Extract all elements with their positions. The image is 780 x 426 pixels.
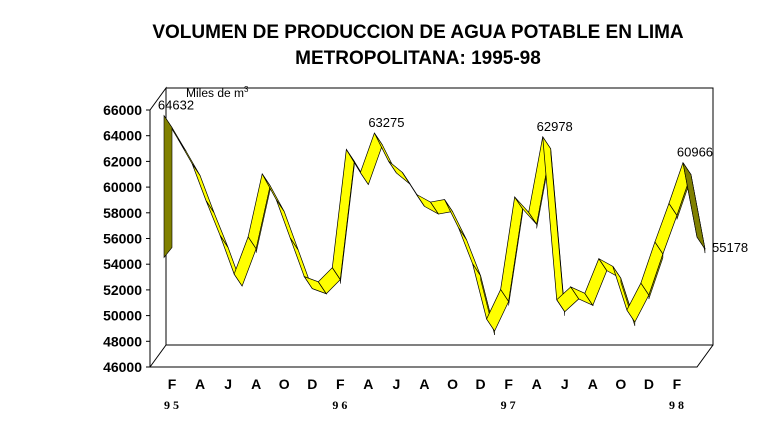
x-tick-label: A bbox=[532, 376, 542, 392]
ribbon-segment bbox=[458, 227, 481, 276]
x-axis-labels: F A J A O D F A J A O D F A J A O D F 95 96 97 98 bbox=[164, 376, 687, 412]
y-axis-unit-superscript: 3 bbox=[244, 85, 249, 94]
x-tick-label: F bbox=[673, 376, 682, 392]
x-tick-label: A bbox=[363, 376, 373, 392]
x-tick-label: A bbox=[588, 376, 598, 392]
x-tick-label: D bbox=[307, 376, 317, 392]
y-tick-label: 46000 bbox=[103, 359, 142, 375]
y-tick-label: 64000 bbox=[103, 128, 142, 144]
x-tick-label: O bbox=[447, 376, 458, 392]
data-labels: 64632 63275 62978 60966 55178 bbox=[158, 98, 748, 255]
x-tick-label: O bbox=[279, 376, 290, 392]
year-label: 97 bbox=[501, 398, 519, 412]
data-ribbon bbox=[163, 114, 706, 336]
ribbon-segment bbox=[205, 200, 229, 248]
y-tick-label: 50000 bbox=[103, 308, 142, 324]
ribbon-segment bbox=[542, 136, 566, 312]
y-tick-label: 60000 bbox=[103, 179, 142, 195]
x-tick-label: D bbox=[476, 376, 486, 392]
ribbon-side-face bbox=[508, 208, 523, 306]
x-tick-label: A bbox=[195, 376, 205, 392]
data-label: 60966 bbox=[677, 145, 713, 160]
data-label: 62978 bbox=[537, 119, 573, 134]
x-tick-label: F bbox=[336, 376, 345, 392]
x-tick-label: D bbox=[644, 376, 654, 392]
ribbon-side-face bbox=[648, 253, 664, 300]
x-tick-label: F bbox=[504, 376, 513, 392]
chart-title-line2: METROPOLITANA: 1995-98 bbox=[295, 48, 541, 69]
y-tick-label: 54000 bbox=[103, 256, 142, 272]
ribbon-side-face bbox=[255, 185, 271, 253]
data-label: 55178 bbox=[712, 240, 748, 255]
year-label: 98 bbox=[669, 398, 687, 412]
ribbon-segment bbox=[444, 199, 467, 240]
y-tick-label: 58000 bbox=[103, 205, 142, 221]
data-label: 64632 bbox=[158, 98, 194, 113]
ribbon-segment bbox=[388, 160, 411, 185]
floor bbox=[150, 344, 714, 368]
y-tick-label: 62000 bbox=[103, 153, 142, 169]
year-label: 95 bbox=[164, 398, 182, 412]
x-tick-label: O bbox=[615, 376, 626, 392]
y-tick-label: 52000 bbox=[103, 282, 142, 298]
x-tick-label: A bbox=[251, 376, 261, 392]
y-tick-label: 48000 bbox=[103, 333, 142, 349]
x-tick-label: A bbox=[419, 376, 429, 392]
x-tick-label: J bbox=[393, 376, 401, 392]
ribbon-side-face bbox=[550, 148, 565, 316]
back-wall bbox=[166, 87, 714, 346]
y-tick-label: 56000 bbox=[103, 231, 142, 247]
x-tick-label: J bbox=[561, 376, 569, 392]
ribbon-start-face bbox=[163, 114, 173, 259]
y-axis-unit-label: Miles de m3 bbox=[186, 85, 249, 100]
ribbon-segment bbox=[191, 163, 215, 213]
ribbon-end-face bbox=[682, 162, 706, 250]
left-wall bbox=[149, 86, 167, 368]
y-axis-ticks: 66000 64000 62000 60000 58000 56000 54000 52000… bbox=[103, 102, 150, 375]
ribbon-segment bbox=[275, 199, 299, 251]
chart-walls bbox=[149, 86, 714, 368]
x-tick-label: F bbox=[168, 376, 177, 392]
chart-title-line1: VOLUMEN DE PRODUCCION DE AGUA POTABLE EN… bbox=[152, 22, 684, 43]
x-tick-label: J bbox=[224, 376, 232, 392]
y-tick-label: 66000 bbox=[103, 102, 142, 118]
year-label: 96 bbox=[332, 398, 350, 412]
data-label: 63275 bbox=[368, 115, 404, 130]
ribbon-side-face bbox=[340, 161, 355, 284]
